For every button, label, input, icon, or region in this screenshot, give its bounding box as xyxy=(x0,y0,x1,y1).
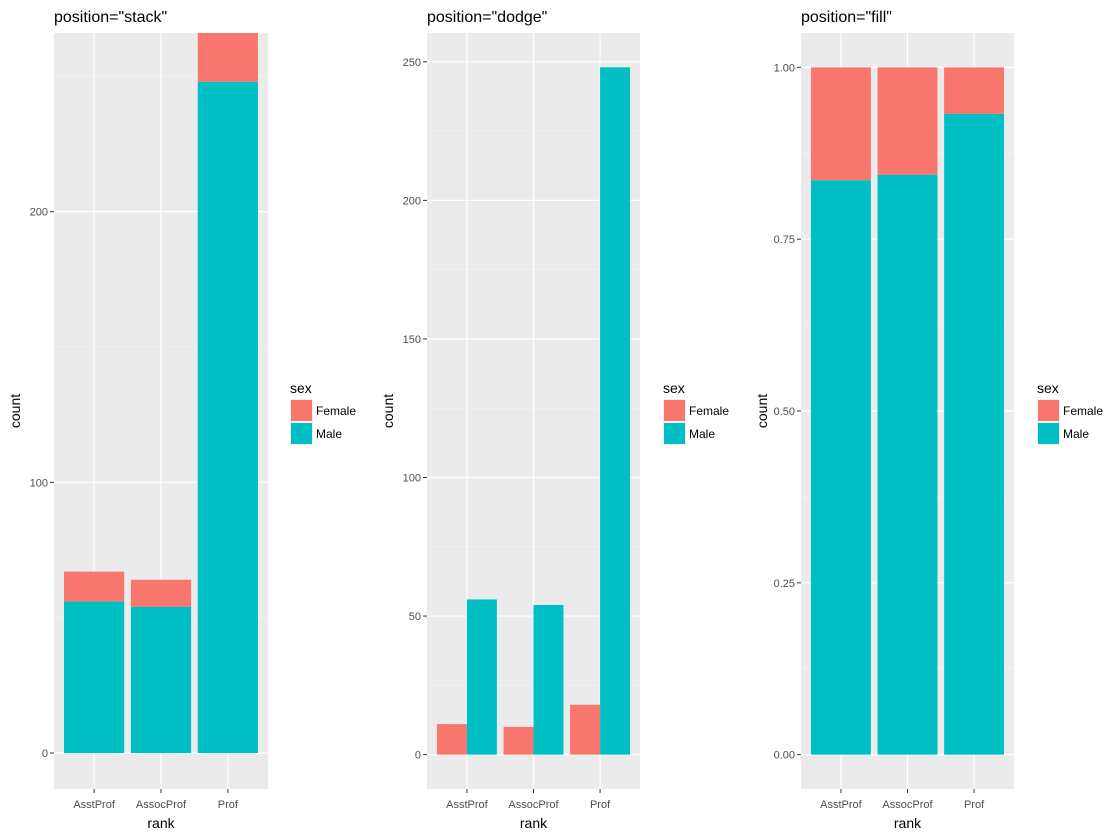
y-tick-label: 1.00 xyxy=(774,62,795,74)
x-axis-title: rank xyxy=(520,815,548,831)
chart-panel-dodge: 0 50 100 150 200 250 AsstProf AssocProf Prof posi… xyxy=(380,9,729,831)
y-axis-title: count xyxy=(7,394,23,428)
bar-male-Prof xyxy=(944,113,1005,755)
legend-swatch-male xyxy=(1038,423,1059,444)
legend-label-female: Female xyxy=(689,404,729,418)
x-tick-label: AssocProf xyxy=(508,799,559,811)
legend-label-male: Male xyxy=(1063,427,1089,441)
legend: sex Female Male xyxy=(663,380,729,445)
bar-female-Prof xyxy=(197,33,258,82)
x-tick-label: AssocProf xyxy=(136,799,187,811)
bar-male-AsstProf xyxy=(810,180,871,755)
legend-label-female: Female xyxy=(1063,404,1103,418)
x-tick-label: AsstProf xyxy=(73,799,116,811)
bar-female-AssocProf xyxy=(130,579,192,607)
bar-male-AsstProf xyxy=(466,599,497,755)
x-axis-title: rank xyxy=(147,815,175,831)
y-tick-label: 0 xyxy=(415,750,421,762)
y-tick-label: 50 xyxy=(409,611,421,623)
y-tick-label: 200 xyxy=(403,195,421,207)
bar-female-AsstProf xyxy=(810,67,871,181)
legend-swatch-female xyxy=(664,400,685,421)
x-tick-label: Prof xyxy=(964,799,985,811)
chart-panel-fill: 0.00 0.25 0.50 0.75 1.00 AsstProf AssocProf Pro… xyxy=(754,9,1103,831)
legend: sex Female Male xyxy=(1037,380,1103,445)
x-tick-label: AssocProf xyxy=(882,799,933,811)
bar-male-Prof xyxy=(600,67,631,755)
y-tick-label: 0.25 xyxy=(774,578,795,590)
legend-swatch-female xyxy=(1038,400,1059,421)
legend: sex Female Male xyxy=(290,380,356,445)
legend-title: sex xyxy=(1037,380,1059,396)
y-tick-label: 0.50 xyxy=(774,406,795,418)
bar-female-Prof xyxy=(570,704,601,755)
x-tick-label: Prof xyxy=(218,799,239,811)
y-tick-label: 0.75 xyxy=(774,234,795,246)
bar-male-Prof xyxy=(197,81,258,753)
chart-panel-stack: 0 100 200 AsstProf AssocProf Prof position="st… xyxy=(7,9,356,831)
bar-female-AsstProf xyxy=(436,724,467,755)
bar-male-AssocProf xyxy=(533,604,564,755)
legend-swatch-male xyxy=(291,423,312,444)
legend-label-male: Male xyxy=(316,427,342,441)
y-tick-label: 0 xyxy=(42,748,48,760)
y-tick-label: 100 xyxy=(403,473,421,485)
legend-title: sex xyxy=(290,380,312,396)
x-axis-title: rank xyxy=(894,815,922,831)
bar-male-AssocProf xyxy=(877,174,938,755)
legend-swatch-female xyxy=(291,400,312,421)
bar-female-AsstProf xyxy=(64,571,125,602)
legend-swatch-male xyxy=(664,423,685,444)
y-axis-title: count xyxy=(754,394,770,428)
x-tick-label: AsstProf xyxy=(820,799,863,811)
panel-title: position="fill" xyxy=(801,9,892,26)
y-tick-label: 100 xyxy=(30,477,48,489)
panel-title: position="stack" xyxy=(54,9,167,26)
legend-label-male: Male xyxy=(689,427,715,441)
legend-label-female: Female xyxy=(316,404,356,418)
y-tick-label: 0.00 xyxy=(774,750,795,762)
y-tick-label: 250 xyxy=(403,57,421,69)
y-axis-title: count xyxy=(380,394,396,428)
y-tick-label: 200 xyxy=(30,207,48,219)
bar-male-AssocProf xyxy=(130,606,192,753)
bar-female-Prof xyxy=(944,67,1005,114)
bar-female-AssocProf xyxy=(877,67,938,175)
panel-title: position="dodge" xyxy=(427,9,547,26)
bar-female-AssocProf xyxy=(503,726,534,755)
y-tick-label: 150 xyxy=(403,334,421,346)
bar-male-AsstProf xyxy=(64,601,125,753)
x-tick-label: Prof xyxy=(590,799,611,811)
legend-title: sex xyxy=(663,380,685,396)
x-tick-label: AsstProf xyxy=(446,799,489,811)
